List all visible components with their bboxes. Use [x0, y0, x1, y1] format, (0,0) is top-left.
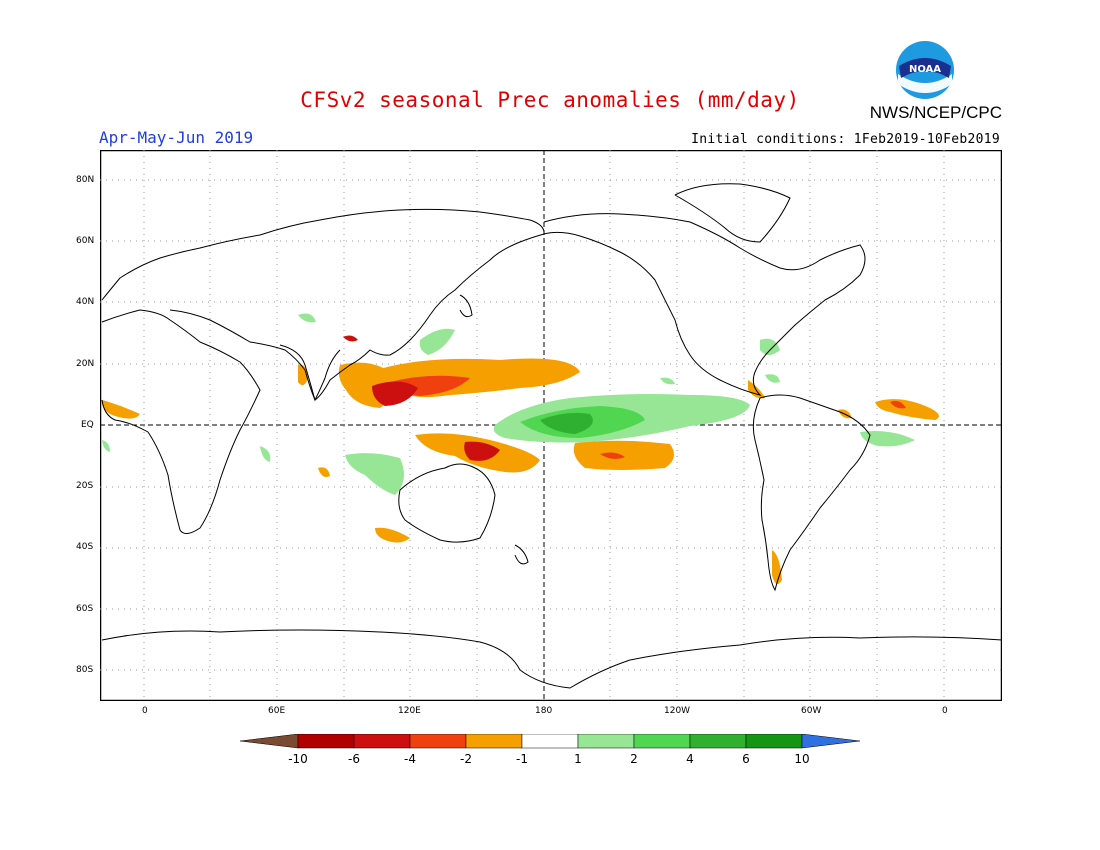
lon-label-60w: 60W	[801, 706, 822, 716]
lat-label-40n: 40N	[76, 297, 95, 307]
agency-label: NWS/NCEP/CPC	[869, 103, 1002, 122]
lat-label-20n: 20N	[76, 359, 95, 369]
colorbar-bin-7	[633, 734, 691, 749]
colorbar-bin-9	[745, 734, 803, 749]
anomaly-wet-africa-west	[102, 440, 110, 452]
anomaly-dry-bay-core	[372, 381, 418, 406]
colorbar-tick: 1	[574, 752, 582, 766]
anomaly-wet-indian	[345, 453, 404, 495]
colorbar-tick: -1	[516, 752, 528, 766]
map-title: CFSv2 seasonal Prec anomalies (mm/day)	[300, 88, 800, 112]
colorbar-under-arrow	[239, 734, 299, 749]
lon-label-180: 180	[535, 706, 553, 716]
lat-label-eq: EQ	[81, 420, 94, 430]
anomaly-wet-africa-east	[260, 446, 271, 462]
anomaly-wet-brazil	[860, 431, 915, 447]
coast-antarctica	[101, 629, 1002, 689]
anomaly-dry-india-west	[298, 364, 308, 386]
lat-label-20s: 20S	[76, 481, 94, 491]
anomaly-dry-africa-west	[102, 400, 140, 419]
lat-label-60n: 60N	[76, 236, 95, 246]
dry-anomalies	[102, 335, 939, 584]
lon-label-0-east: 0	[942, 706, 948, 716]
anomaly-dry-south-indian	[375, 527, 410, 543]
colorbar-tick: -10	[288, 752, 308, 766]
lon-label-0-west: 0	[142, 706, 148, 716]
colorbar-bin-1	[297, 734, 355, 749]
colorbar-bin-3	[409, 734, 467, 749]
coast-south-america	[752, 394, 871, 592]
lat-label-80n: 80N	[76, 175, 95, 185]
colorbar-bin-5	[521, 734, 579, 749]
lat-label-80s: 80S	[76, 665, 94, 675]
anomaly-dry-central-america	[748, 380, 765, 399]
colorbar-tick: 6	[742, 752, 750, 766]
colorbar: -10 -6 -4 -2 -1 1 2 4 6 10	[239, 734, 861, 766]
coast-greenland	[674, 183, 791, 243]
anomaly-dry-newguinea-core	[464, 441, 500, 461]
anomaly-dry-atlantic	[875, 399, 939, 420]
coast-north-america	[543, 213, 866, 396]
colorbar-bin-6	[577, 734, 635, 749]
wet-anomalies	[102, 313, 915, 495]
noaa-logo: NOAA	[896, 41, 954, 99]
coast-japan	[459, 294, 473, 318]
anomaly-dry-atlantic-core	[890, 400, 906, 409]
world-map	[100, 150, 1002, 701]
colorbar-bin-8	[689, 734, 747, 749]
anomaly-dry-bengal-top	[343, 335, 358, 342]
anomaly-wet-cpac-core	[540, 412, 593, 434]
initial-conditions-label: Initial conditions: 1Feb2019-10Feb2019	[691, 132, 1000, 147]
colorbar-tick: -6	[348, 752, 360, 766]
coast-australia	[398, 463, 496, 543]
anomaly-wet-ecpac	[660, 377, 675, 385]
lat-label-40s: 40S	[76, 542, 94, 552]
coast-africa	[101, 309, 261, 534]
anomaly-dry-scpac	[573, 440, 674, 470]
lon-label-120w: 120W	[664, 706, 691, 716]
colorbar-bin-4	[465, 734, 523, 749]
anomaly-wet-caribbean	[765, 374, 780, 383]
colorbar-tick: 10	[794, 752, 809, 766]
anomaly-dry-shelf	[318, 467, 330, 477]
lon-label-60e: 60E	[268, 706, 286, 716]
colorbar-tick: -4	[404, 752, 416, 766]
lon-label-120e: 120E	[398, 706, 421, 716]
coastlines	[101, 183, 1002, 689]
season-label: Apr-May-Jun 2019	[99, 128, 254, 147]
lat-label-60s: 60S	[76, 604, 94, 614]
colorbar-tick: -2	[460, 752, 472, 766]
coast-india	[279, 344, 341, 402]
anomaly-wet-us-east	[760, 338, 780, 355]
coast-newzealand	[514, 544, 529, 565]
svg-text:NOAA: NOAA	[909, 64, 941, 75]
anomaly-dry-scpac-core	[600, 452, 625, 459]
colorbar-bin-2	[353, 734, 411, 749]
anomaly-wet-wpac-north	[419, 328, 455, 355]
colorbar-over-arrow	[801, 734, 861, 749]
colorbar-tick: 2	[630, 752, 638, 766]
colorbar-tick: 4	[686, 752, 694, 766]
grid-lines	[100, 150, 1002, 701]
anomaly-wet-europe	[298, 313, 316, 323]
coast-eurasia	[101, 208, 545, 401]
